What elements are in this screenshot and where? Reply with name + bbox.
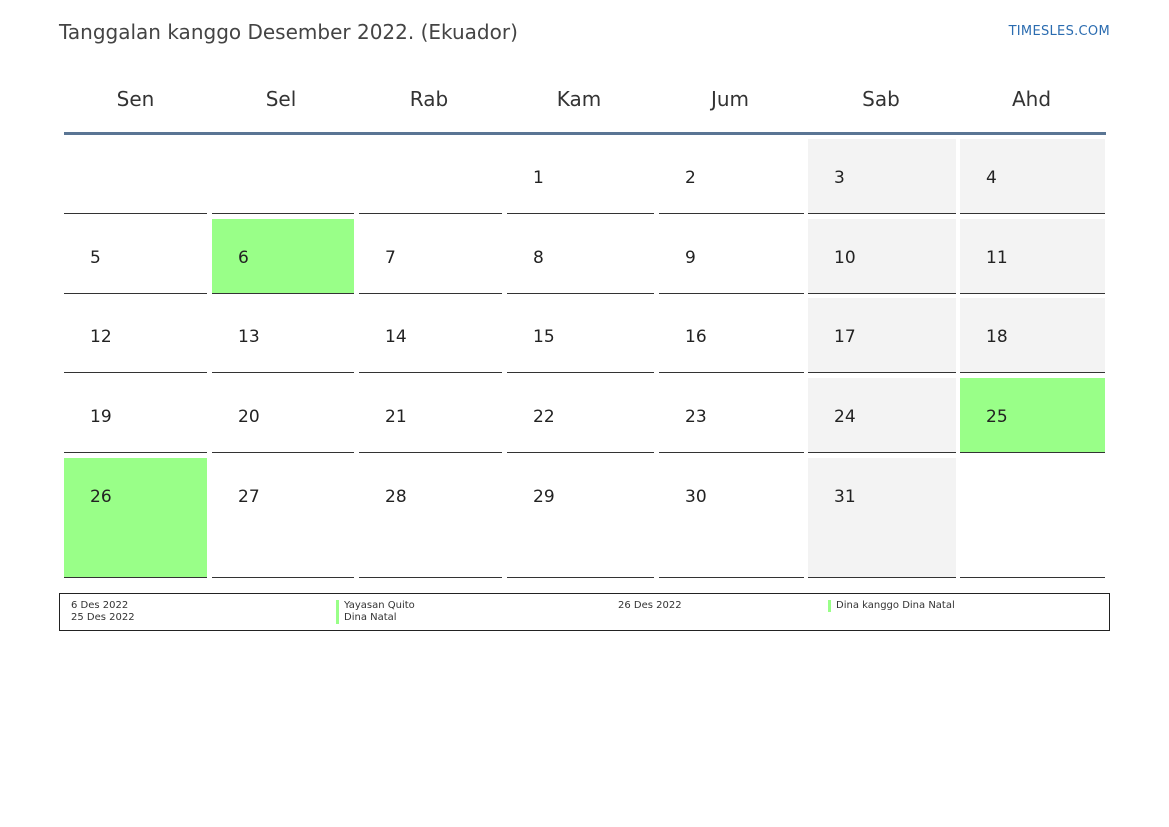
calendar-day-cell: 24 — [808, 378, 956, 453]
calendar-day-cell: 20 — [212, 378, 354, 453]
day-number: 10 — [834, 248, 856, 268]
calendar-day-cell: 17 — [808, 298, 956, 373]
day-number: 24 — [834, 407, 856, 427]
calendar-day-cell: 15 — [507, 298, 654, 373]
day-number: 14 — [385, 327, 407, 347]
day-number: 3 — [834, 168, 845, 188]
day-number: 6 — [238, 248, 249, 268]
day-number: 12 — [90, 327, 112, 347]
calendar-day-cell: 13 — [212, 298, 354, 373]
calendar-day-cell: 29 — [507, 458, 654, 578]
weekday-thu: Kam — [556, 87, 602, 111]
calendar-day-cell: 10 — [808, 219, 956, 294]
calendar-day-cell: 28 — [359, 458, 502, 578]
calendar-day-cell: 30 — [659, 458, 804, 578]
day-number: 11 — [986, 248, 1008, 268]
calendar-day-cell: 19 — [64, 378, 207, 453]
day-number: 29 — [533, 487, 555, 507]
calendar-day-cell: 5 — [64, 219, 207, 294]
day-number: 30 — [685, 487, 707, 507]
day-number: 15 — [533, 327, 555, 347]
legend-date: 6 Des 2022 — [71, 600, 129, 611]
brand-link[interactable]: TIMESLES.COM — [1008, 24, 1110, 39]
day-number: 2 — [685, 168, 696, 188]
day-number: 20 — [238, 407, 260, 427]
page-title: Tanggalan kanggo Desember 2022. (Ekuador… — [59, 20, 518, 44]
calendar-day-cell: 27 — [212, 458, 354, 578]
legend-holiday-name: Yayasan Quito — [336, 600, 415, 612]
calendar-day-cell: 7 — [359, 219, 502, 294]
weekday-mon: Sen — [116, 87, 155, 111]
day-number: 17 — [834, 327, 856, 347]
calendar-day-cell: 25 — [960, 378, 1105, 453]
calendar-day-cell: 31 — [808, 458, 956, 578]
day-number: 25 — [986, 407, 1008, 427]
calendar-day-cell — [64, 139, 207, 214]
calendar-day-cell: 18 — [960, 298, 1105, 373]
day-number: 1 — [533, 168, 544, 188]
day-number: 26 — [90, 487, 112, 507]
calendar-day-cell: 3 — [808, 139, 956, 214]
calendar-day-cell: 9 — [659, 219, 804, 294]
day-number: 27 — [238, 487, 260, 507]
day-number: 4 — [986, 168, 997, 188]
calendar-day-cell: 8 — [507, 219, 654, 294]
calendar-day-cell: 16 — [659, 298, 804, 373]
holiday-legend: 6 Des 2022 25 Des 2022 Yayasan Quito Din… — [59, 593, 1110, 631]
day-number: 8 — [533, 248, 544, 268]
day-number: 23 — [685, 407, 707, 427]
calendar-day-cell: 26 — [64, 458, 207, 578]
day-number: 31 — [834, 487, 856, 507]
calendar-day-cell: 4 — [960, 139, 1105, 214]
weekday-sat: Sab — [862, 87, 900, 111]
day-number: 22 — [533, 407, 555, 427]
calendar-day-cell: 6 — [212, 219, 354, 294]
calendar-day-cell: 21 — [359, 378, 502, 453]
legend-holiday-name: Dina kanggo Dina Natal — [828, 600, 955, 612]
legend-holiday-name: Dina Natal — [336, 612, 397, 624]
day-number: 19 — [90, 407, 112, 427]
legend-date: 25 Des 2022 — [71, 612, 135, 623]
calendar-day-cell: 12 — [64, 298, 207, 373]
weekday-fri: Jum — [710, 87, 750, 111]
calendar-day-cell — [212, 139, 354, 214]
calendar-day-cell — [960, 458, 1105, 578]
day-number: 7 — [385, 248, 396, 268]
day-number: 9 — [685, 248, 696, 268]
calendar-day-cell: 2 — [659, 139, 804, 214]
calendar-day-cell: 23 — [659, 378, 804, 453]
day-number: 16 — [685, 327, 707, 347]
calendar-day-cell — [359, 139, 502, 214]
day-number: 28 — [385, 487, 407, 507]
calendar-day-cell: 14 — [359, 298, 502, 373]
day-number: 13 — [238, 327, 260, 347]
weekday-wed: Rab — [409, 87, 449, 111]
calendar-day-cell: 11 — [960, 219, 1105, 294]
legend-date: 26 Des 2022 — [618, 600, 682, 611]
weekday-header-row: Sen Sel Rab Kam Jum Sab Ahd — [64, 82, 1106, 135]
day-number: 5 — [90, 248, 101, 268]
day-number: 18 — [986, 327, 1008, 347]
calendar-day-cell: 22 — [507, 378, 654, 453]
weekday-sun: Ahd — [1011, 87, 1052, 111]
weekday-tue: Sel — [265, 87, 297, 111]
calendar-day-cell: 1 — [507, 139, 654, 214]
day-number: 21 — [385, 407, 407, 427]
